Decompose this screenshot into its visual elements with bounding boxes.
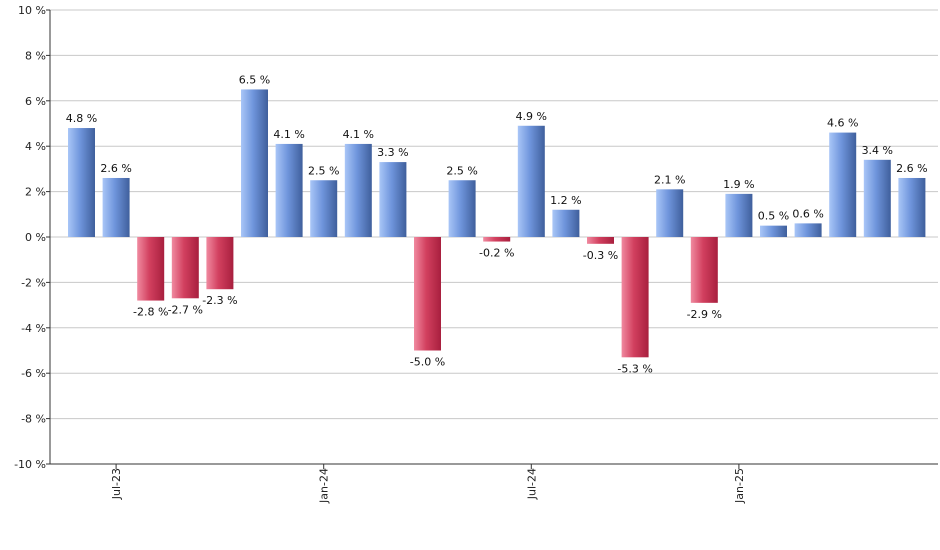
data-label: -2.7 %	[168, 303, 203, 316]
y-tick-label: -4 %	[21, 322, 46, 335]
y-axis-ticks: 10 % 8 % 6 % 4 % 2 % 0 % -2 % -4 % -6 % -8 % -10 %	[14, 4, 50, 471]
bar	[448, 180, 476, 237]
bar	[137, 237, 165, 301]
data-label: 1.2 %	[550, 194, 581, 207]
bar	[102, 177, 130, 237]
data-label: 2.5 %	[446, 164, 477, 177]
data-label: 4.1 %	[273, 128, 304, 141]
data-label: 3.4 %	[862, 144, 893, 157]
bar	[171, 237, 199, 299]
bar	[206, 237, 234, 290]
bar	[552, 209, 580, 237]
bar	[483, 237, 511, 242]
data-label: 0.5 %	[758, 210, 789, 223]
y-tick-label: 8 %	[25, 49, 46, 62]
bar	[275, 143, 303, 237]
data-label: 4.6 %	[827, 117, 858, 130]
x-tick-label: Jan-24	[318, 468, 331, 504]
bar	[794, 223, 822, 237]
y-tick-label: 2 %	[25, 186, 46, 199]
y-tick-label: -10 %	[14, 458, 46, 471]
bar	[829, 132, 857, 237]
data-label: 4.9 %	[516, 110, 547, 123]
data-label: 2.6 %	[896, 162, 927, 175]
data-label: 2.6 %	[100, 162, 131, 175]
data-label: -5.0 %	[410, 356, 445, 369]
data-label: 4.1 %	[343, 128, 374, 141]
data-label: 3.3 %	[377, 146, 408, 159]
data-label: -2.9 %	[687, 308, 722, 321]
x-tick-label: Jul-24	[525, 468, 538, 500]
data-label: 2.5 %	[308, 164, 339, 177]
bar	[863, 159, 891, 237]
y-tick-label: 4 %	[25, 140, 46, 153]
data-label: 2.1 %	[654, 173, 685, 186]
x-axis-ticks: Jul-23 Jan-24 Jul-24 Jan-25	[110, 464, 746, 504]
y-tick-label: 10 %	[18, 4, 46, 17]
bar	[690, 237, 718, 303]
data-label: 0.6 %	[792, 207, 823, 220]
bar	[725, 193, 753, 237]
bar	[310, 180, 338, 237]
data-label: -2.3 %	[202, 294, 237, 307]
y-tick-label: -8 %	[21, 413, 46, 426]
data-label: -5.3 %	[617, 362, 652, 375]
y-tick-label: 6 %	[25, 95, 46, 108]
bar	[656, 189, 684, 237]
x-tick-label: Jul-23	[110, 468, 123, 500]
axes	[49, 10, 938, 465]
bar	[621, 237, 649, 358]
bar	[517, 125, 545, 237]
data-label: -0.2 %	[479, 247, 514, 260]
y-tick-label: -6 %	[21, 367, 46, 380]
x-tick-label: Jan-25	[733, 468, 746, 504]
data-labels: 4.8 % 2.6 % -2.8 % -2.7 %-2.3 % 6.5 % 4.1 % 2.…	[66, 73, 928, 375]
data-label: 4.8 %	[66, 112, 97, 125]
data-label: -0.3 %	[583, 249, 618, 262]
bar	[344, 143, 372, 237]
bar	[379, 162, 407, 237]
data-label: -2.8 %	[133, 306, 168, 319]
y-tick-label: -2 %	[21, 276, 46, 289]
bar	[414, 237, 441, 351]
bars	[68, 89, 926, 358]
y-tick-label: 0 %	[25, 231, 46, 244]
data-label: 1.9 %	[723, 178, 754, 191]
bar	[898, 177, 926, 237]
bar	[68, 128, 95, 237]
bar	[241, 89, 268, 237]
bar	[587, 237, 614, 244]
data-label: 6.5 %	[239, 73, 270, 86]
bar	[760, 225, 787, 237]
